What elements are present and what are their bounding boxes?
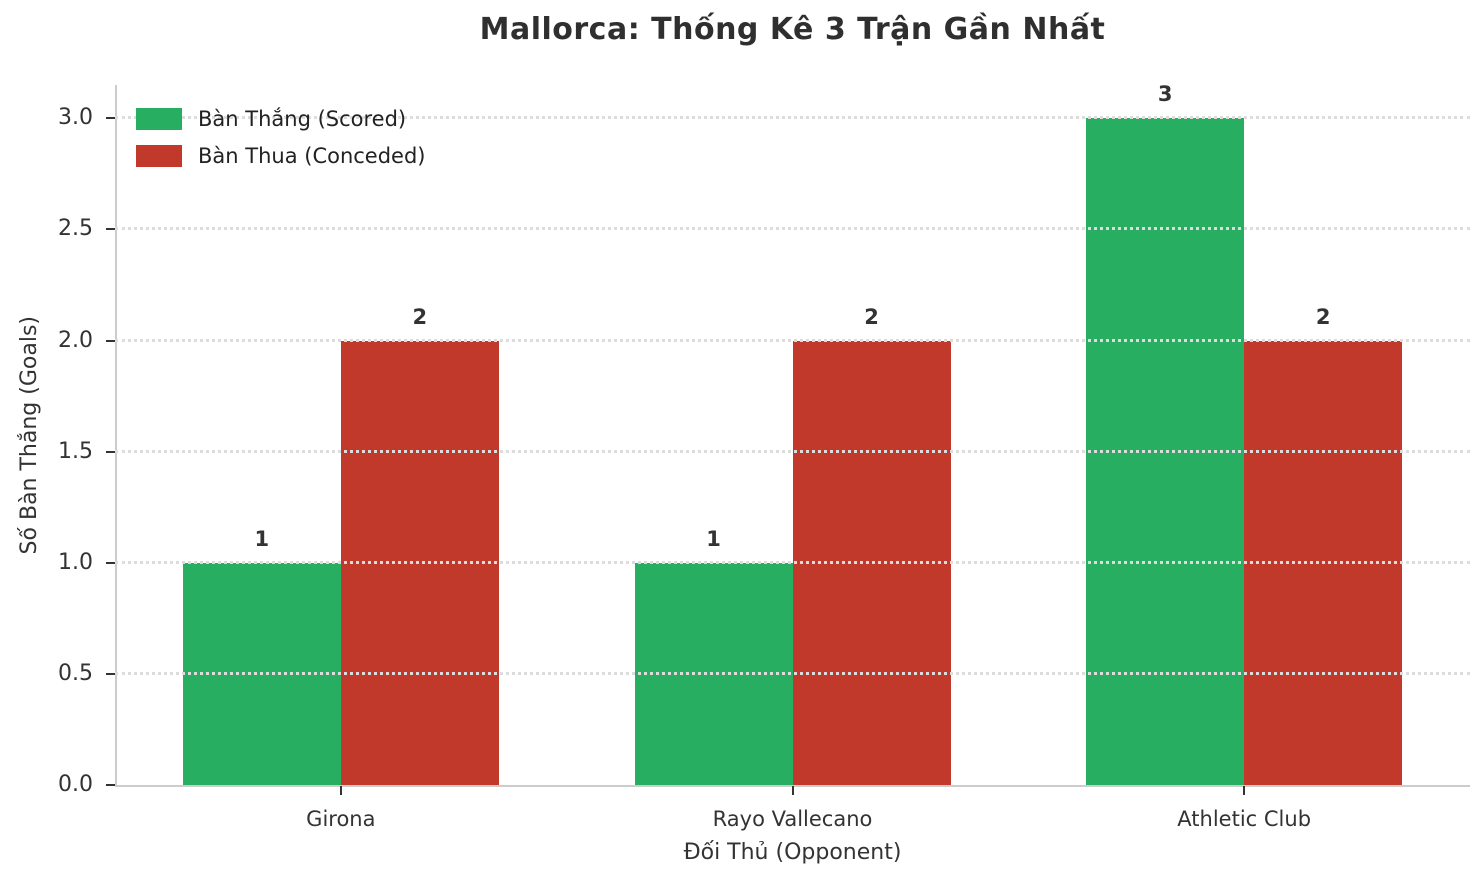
bar-group-athletic-club: 3 2 Athletic Club (1018, 82, 1470, 831)
legend-swatch-conceded-icon (136, 145, 182, 167)
x-category-label: Rayo Vallecano (712, 807, 873, 831)
y-tick-mark (106, 450, 115, 453)
y-tick-mark (106, 561, 115, 564)
x-tick-mark (339, 786, 342, 795)
legend-label-scored: Bàn Thắng (Scored) (198, 107, 407, 131)
x-tick-mark (1243, 786, 1246, 795)
legend-item-scored: Bàn Thắng (Scored) (136, 107, 426, 131)
y-tick-label: 3.0 (58, 105, 93, 131)
y-tick-label: 2.5 (58, 216, 93, 242)
x-axis-label: Đối Thủ (Opponent) (683, 840, 902, 865)
bar-conceded-athletic-club: 2 (1244, 305, 1403, 785)
bar-scored-athletic-club: 3 (1086, 82, 1245, 785)
legend: Bàn Thắng (Scored) Bàn Thua (Conceded) (136, 107, 426, 168)
x-category-label: Athletic Club (1177, 807, 1312, 831)
bar-groups: 1 2 Girona 1 2 Rayo Vallecano 3 2 Athletic Club (115, 82, 1470, 831)
bar-group-girona: 1 2 Girona (115, 85, 567, 831)
y-tick-mark (106, 784, 115, 786)
y-tick-mark (106, 339, 115, 342)
y-tick-mark (106, 672, 115, 675)
y-tick-label: 0.5 (58, 660, 93, 686)
y-tick-mark (106, 228, 115, 231)
bar-value-label: 2 (1315, 304, 1331, 329)
bar-value-label: 3 (1157, 82, 1173, 107)
y-tick-label: 0.0 (58, 772, 93, 797)
bar-value-label: 1 (706, 526, 721, 551)
bar-scored-girona: 1 (182, 527, 341, 785)
bar-value-label: 2 (864, 304, 879, 329)
y-tick-label: 1.5 (58, 438, 93, 464)
legend-swatch-scored-icon (136, 108, 182, 130)
x-category-label: Girona (306, 807, 376, 831)
x-tick-mark (791, 786, 794, 795)
legend-label-conceded: Bàn Thua (Conceded) (198, 144, 426, 168)
bar-conceded-girona: 2 (340, 305, 499, 785)
bar-group-rayo-vallecano: 1 2 Rayo Vallecano (567, 85, 1019, 831)
y-tick-label: 1.0 (58, 549, 93, 575)
chart-title: Mallorca: Thống Kê 3 Trận Gần Nhất (479, 12, 1106, 47)
plot-area: 1 2 Girona 1 2 Rayo Vallecano 3 2 Athletic Club … (115, 82, 1470, 831)
bar-value-label: 2 (412, 304, 428, 329)
y-tick-label: 2.0 (58, 327, 93, 353)
bar-scored-rayo-vallecano: 1 (634, 527, 793, 785)
bar-value-label: 1 (254, 526, 270, 551)
y-axis: 0.0 0.5 1.0 1.5 2.0 2.5 3.0 (0, 85, 115, 796)
y-axis-spine (115, 85, 117, 785)
y-tick-mark (106, 117, 115, 120)
bar-conceded-rayo-vallecano: 2 (792, 305, 951, 785)
legend-item-conceded: Bàn Thua (Conceded) (136, 144, 426, 168)
